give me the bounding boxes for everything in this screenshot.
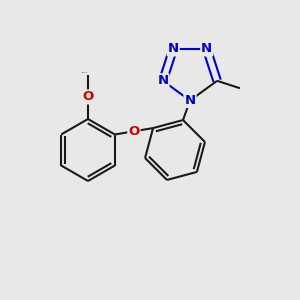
Text: O: O (128, 125, 140, 138)
Text: N: N (184, 94, 196, 107)
Text: N: N (157, 74, 169, 87)
Text: N: N (168, 42, 179, 56)
Text: methoxy: methoxy (82, 72, 88, 73)
Text: O: O (82, 91, 94, 103)
Text: N: N (201, 42, 212, 56)
